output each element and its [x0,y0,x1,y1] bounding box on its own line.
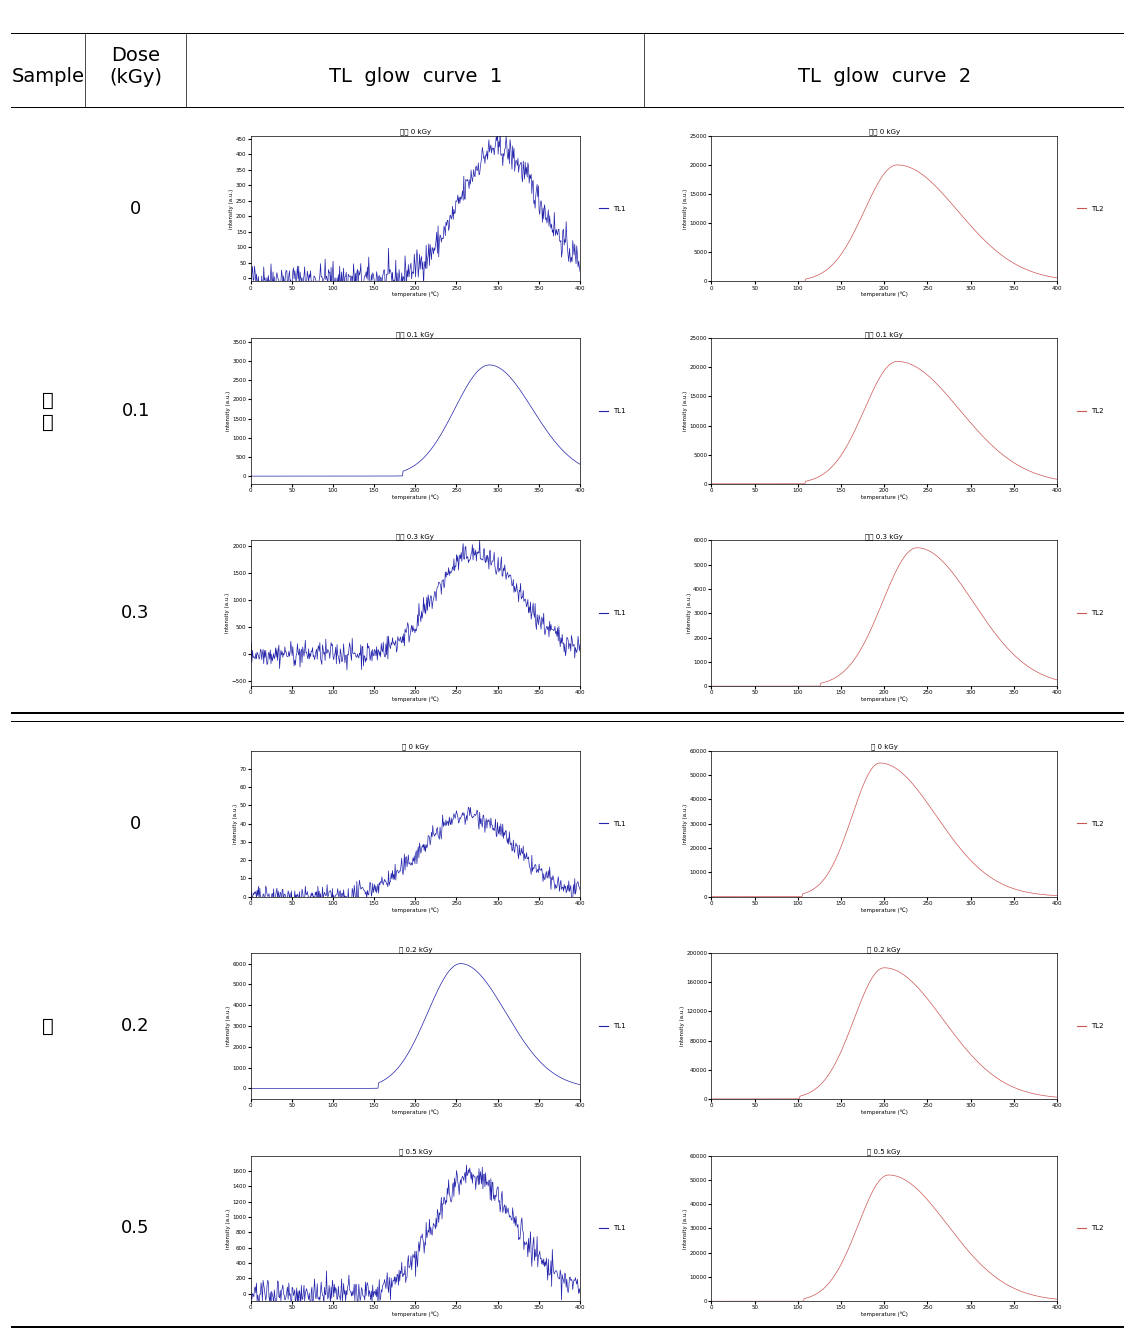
X-axis label: temperature (℃): temperature (℃) [392,1109,438,1115]
X-axis label: temperature (℃): temperature (℃) [392,1312,438,1317]
Title: 마널 0.1 kGy: 마널 0.1 kGy [866,330,903,337]
Title: 마널 0.3 kGy: 마널 0.3 kGy [866,533,903,540]
X-axis label: temperature (℃): temperature (℃) [861,494,907,500]
X-axis label: temperature (℃): temperature (℃) [392,697,438,702]
Legend: TL1: TL1 [597,203,628,215]
Legend: TL2: TL2 [1075,818,1106,830]
Y-axis label: intensity (a.u.): intensity (a.u.) [684,1209,688,1249]
X-axis label: temperature (℃): temperature (℃) [392,907,438,913]
Legend: TL2: TL2 [1075,607,1106,619]
Legend: TL2: TL2 [1075,203,1106,215]
Y-axis label: intensity (a.u.): intensity (a.u.) [233,803,238,843]
Text: 0.3: 0.3 [121,604,150,622]
Text: 0.1: 0.1 [121,402,150,420]
Y-axis label: intensity (a.u.): intensity (a.u.) [226,391,231,431]
Y-axis label: intensity (a.u.): intensity (a.u.) [229,188,234,228]
Title: 마널 0.3 kGy: 마널 0.3 kGy [397,533,434,540]
Y-axis label: intensity (a.u.): intensity (a.u.) [684,188,688,228]
Title: 마널 0 kGy: 마널 0 kGy [400,129,431,136]
Text: 0: 0 [130,200,141,218]
Legend: TL1: TL1 [597,1021,628,1031]
Legend: TL1: TL1 [597,1222,628,1234]
Y-axis label: intensity (a.u.): intensity (a.u.) [684,803,688,843]
X-axis label: temperature (℃): temperature (℃) [861,291,907,298]
Text: TL  glow  curve  1: TL glow curve 1 [329,67,502,86]
X-axis label: temperature (℃): temperature (℃) [861,907,907,913]
Title: 밤 0.2 kGy: 밤 0.2 kGy [868,945,901,952]
Y-axis label: intensity (a.u.): intensity (a.u.) [684,391,688,431]
X-axis label: temperature (℃): temperature (℃) [861,697,907,702]
Title: 밤 0.5 kGy: 밤 0.5 kGy [868,1148,901,1155]
Title: 밤 0 kGy: 밤 0 kGy [871,744,897,751]
Legend: TL2: TL2 [1075,1021,1106,1031]
Y-axis label: intensity (a.u.): intensity (a.u.) [226,1209,231,1249]
Title: 밤 0 kGy: 밤 0 kGy [402,744,428,751]
X-axis label: temperature (℃): temperature (℃) [392,291,438,298]
Title: 마널 0 kGy: 마널 0 kGy [869,129,899,136]
Y-axis label: intensity (a.u.): intensity (a.u.) [687,594,692,634]
Title: 마널 0.1 kGy: 마널 0.1 kGy [397,330,434,337]
X-axis label: temperature (℃): temperature (℃) [861,1312,907,1317]
X-axis label: temperature (℃): temperature (℃) [392,494,438,500]
Legend: TL2: TL2 [1075,1222,1106,1234]
Text: TL  glow  curve  2: TL glow curve 2 [798,67,971,86]
Legend: TL1: TL1 [597,818,628,830]
Text: 0.5: 0.5 [121,1219,150,1237]
Text: Dose
(kGy): Dose (kGy) [110,46,162,87]
Y-axis label: intensity (a.u.): intensity (a.u.) [680,1006,685,1046]
Title: 밤 0.2 kGy: 밤 0.2 kGy [399,945,432,952]
Text: 마
널: 마 널 [42,391,54,431]
X-axis label: temperature (℃): temperature (℃) [861,1109,907,1115]
Title: 밤 0.5 kGy: 밤 0.5 kGy [399,1148,432,1155]
Y-axis label: intensity (a.u.): intensity (a.u.) [225,594,229,634]
Text: Sample: Sample [11,67,85,86]
Legend: TL2: TL2 [1075,406,1106,416]
Y-axis label: intensity (a.u.): intensity (a.u.) [226,1006,231,1046]
Legend: TL1: TL1 [597,607,628,619]
Legend: TL1: TL1 [597,406,628,416]
Text: 0: 0 [130,815,141,833]
Text: 밤: 밤 [42,1017,54,1035]
Text: 0.2: 0.2 [121,1017,150,1035]
